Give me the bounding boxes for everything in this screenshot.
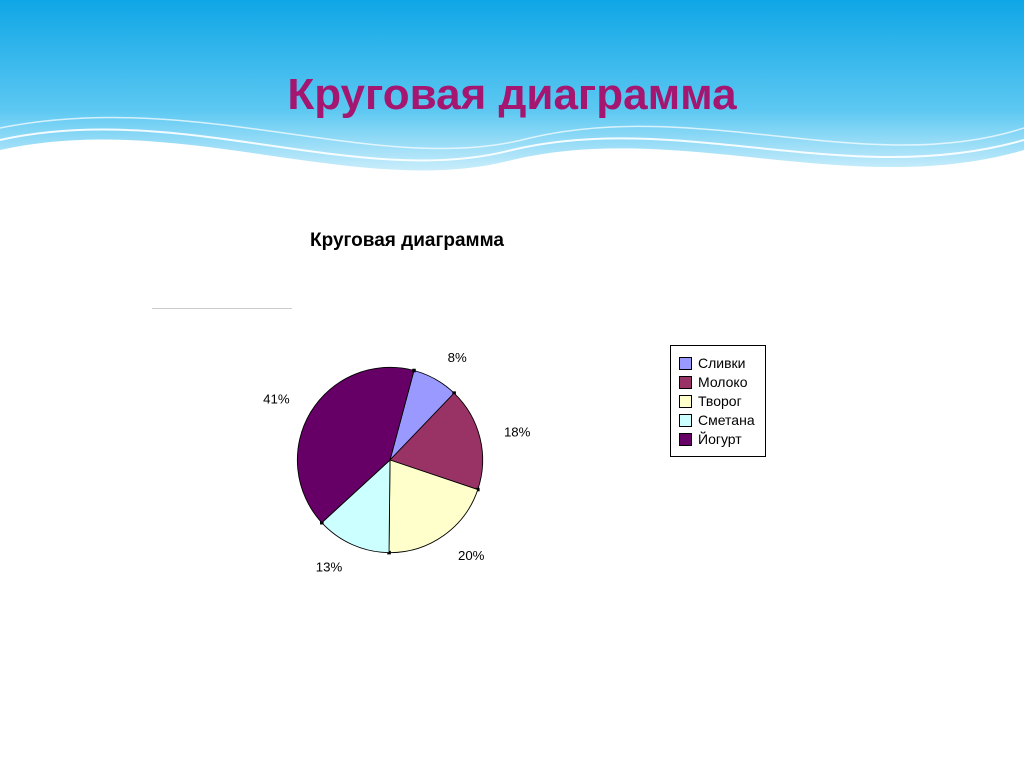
legend-swatch — [679, 433, 692, 446]
slide-container: Круговая диаграмма Круговая диаграмма 8%… — [0, 0, 1024, 767]
slice-tick — [412, 369, 416, 373]
legend-swatch — [679, 357, 692, 370]
pie-chart: 8% 18% 20% 13% 41% — [240, 310, 540, 610]
legend-label: Творог — [698, 393, 742, 409]
legend-swatch — [679, 395, 692, 408]
legend-label: Сливки — [698, 355, 745, 371]
legend-swatch — [679, 376, 692, 389]
pie-slice-label: 41% — [263, 392, 290, 407]
legend-item: Творог — [679, 393, 755, 409]
pie-slice-label: 18% — [504, 424, 531, 439]
legend-item: Молоко — [679, 374, 755, 390]
pie-slice-label: 13% — [316, 560, 343, 575]
legend-item: Сметана — [679, 412, 755, 428]
slide-title: Круговая диаграмма — [0, 70, 1024, 120]
pie-slice-label: 20% — [458, 548, 485, 563]
legend-label: Йогурт — [698, 431, 742, 447]
legend-label: Молоко — [698, 374, 747, 390]
chart-legend: Сливки Молоко Творог Сметана Йогурт — [670, 345, 766, 457]
legend-label: Сметана — [698, 412, 755, 428]
legend-swatch — [679, 414, 692, 427]
pie-svg: 8% 18% 20% 13% 41% — [240, 310, 540, 610]
chart-title: Круговая диаграмма — [310, 230, 504, 252]
legend-item: Йогурт — [679, 431, 755, 447]
legend-item: Сливки — [679, 355, 755, 371]
pie-slice-label: 8% — [448, 350, 467, 365]
decorative-line — [152, 308, 292, 309]
